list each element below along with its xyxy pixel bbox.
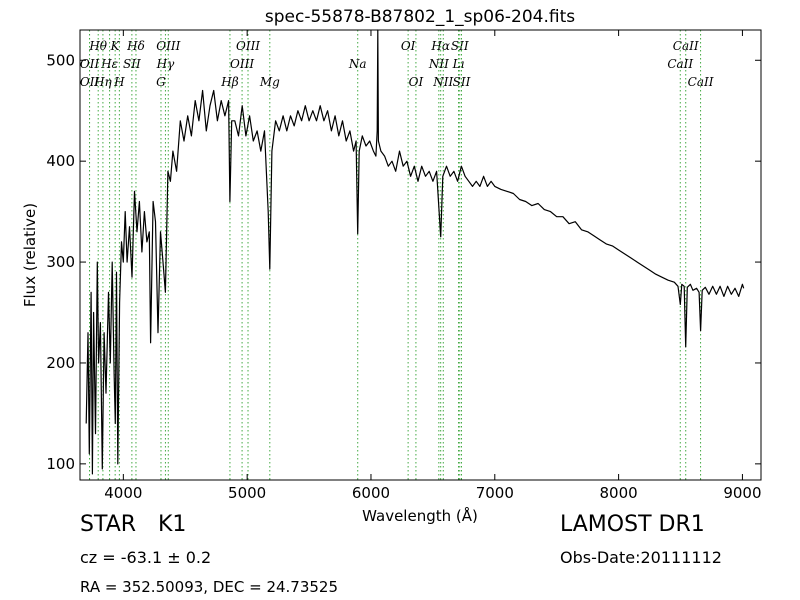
x-tick-label: 8000 <box>600 484 638 502</box>
line-marker-label: G <box>156 75 166 89</box>
x-axis-label: Wavelength (Å) <box>362 506 478 525</box>
y-tick-label: 500 <box>46 51 75 69</box>
line-marker-label: Mg <box>259 75 280 89</box>
object-subclass: K1 <box>158 512 187 537</box>
line-marker-label: SII <box>453 75 471 89</box>
line-marker-label: NII <box>428 57 449 71</box>
line-marker-label: OIII <box>236 39 260 53</box>
y-tick-label: 100 <box>46 455 75 473</box>
spectrum-line <box>85 29 745 475</box>
survey-name: LAMOST DR1 <box>560 512 705 537</box>
observation-date: Obs-Date:20111112 <box>560 548 722 567</box>
line-marker-label: Hη <box>93 75 112 89</box>
line-marker-label: Hβ <box>220 75 238 89</box>
line-marker-label: SII <box>451 39 469 53</box>
line-marker-label: CaII <box>673 39 699 53</box>
line-marker-label: Lı <box>452 57 465 71</box>
y-axis-label: Flux (relative) <box>21 203 39 307</box>
line-marker-label: CaII <box>667 57 693 71</box>
line-marker-label: Hδ <box>126 39 145 53</box>
line-marker-label: Hε <box>100 57 118 71</box>
line-marker-label: OI <box>409 75 424 89</box>
y-tick-label: 400 <box>46 152 75 170</box>
axis-ticks: 4000 5000 6000 7000 8000 9000 100 200 300 400 500 <box>46 30 762 502</box>
y-tick-label: 300 <box>46 253 75 271</box>
x-tick-label: 5000 <box>228 484 266 502</box>
coordinates: RA = 352.50093, DEC = 24.73525 <box>80 578 339 596</box>
line-marker-label: Hα <box>430 39 450 53</box>
chart-title: spec-55878-B87802_1_sp06-204.fits <box>265 7 575 27</box>
line-marker-label: OIII <box>156 39 180 53</box>
line-marker-label: K <box>110 39 121 53</box>
line-marker-label: OIII <box>230 57 254 71</box>
line-marker-label: H <box>113 75 125 89</box>
x-tick-label: 7000 <box>476 484 514 502</box>
y-tick-label: 200 <box>46 354 75 372</box>
line-marker-label: OI <box>401 39 416 53</box>
x-tick-label: 4000 <box>104 484 142 502</box>
line-marker-label: CaII <box>688 75 714 89</box>
series-layer <box>85 29 745 475</box>
redshift-value: cz = -63.1 ± 0.2 <box>80 548 212 567</box>
line-marker-label: SII <box>123 57 141 71</box>
plot-frame <box>79 29 762 481</box>
x-tick-label: 6000 <box>352 484 390 502</box>
line-marker-label: Na <box>348 57 367 71</box>
line-marker-label: NII <box>432 75 453 89</box>
line-marker-label: Hθ <box>88 39 107 53</box>
line-marker-label: OII <box>80 75 100 89</box>
line-marker-label: Hγ <box>156 57 175 71</box>
x-tick-label: 9000 <box>723 484 761 502</box>
object-class: STAR <box>80 512 137 537</box>
